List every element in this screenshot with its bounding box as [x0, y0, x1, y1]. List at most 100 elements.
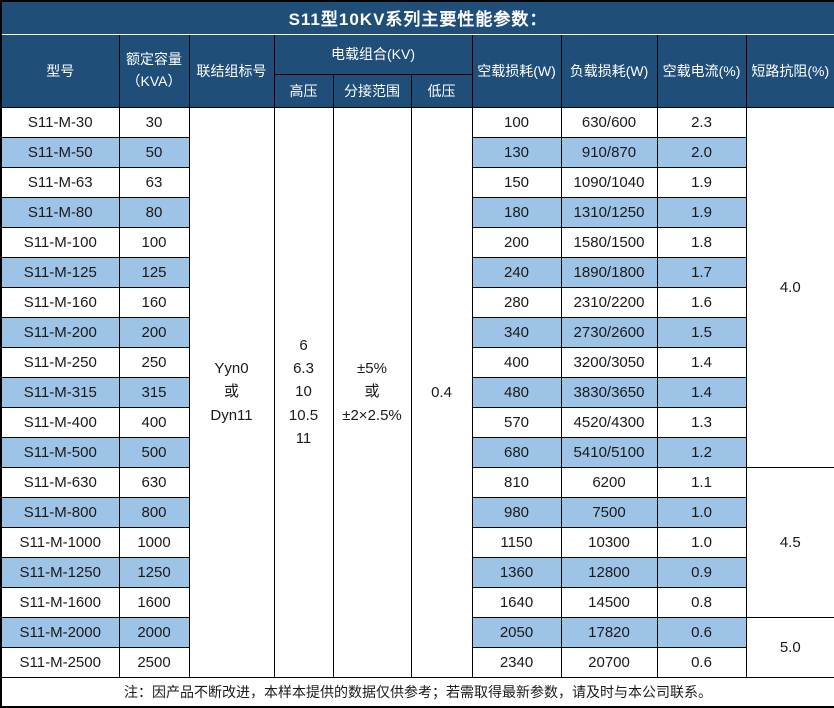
table-row: S11-M-30 30 Yyn0 或 Dyn11 6 6.3 10 10.5 11 ±5…	[0, 106, 834, 678]
load-loss-cell: 5410/5100	[560, 436, 658, 468]
capacity-cell: 630	[118, 466, 190, 498]
no-load-current-cell: 0.9	[656, 556, 747, 588]
capacity-cell: 800	[118, 496, 190, 528]
model-cell: S11-M-315	[0, 376, 120, 408]
impedance-cell: 5.0	[745, 616, 834, 678]
load-loss-cell: 2310/2200	[560, 286, 658, 318]
load-loss-cell: 10300	[560, 526, 658, 558]
impedance-cell: 4.0	[745, 106, 834, 468]
capacity-cell: 500	[118, 436, 190, 468]
table-row: S11-M-800 800 980 7500 1.0	[0, 496, 834, 528]
col-header-capacity: 额定容量 （KVA）	[118, 33, 190, 108]
footer-note: 注：因产品不断改进，本样本提供的数据仅供参考；若需取得最新参数，请及时与本公司联…	[0, 676, 834, 708]
col-header-load-loss: 负载损耗(W)	[560, 33, 658, 108]
connection-group-cell: Yyn0 或 Dyn11	[188, 106, 275, 678]
no-load-loss-cell: 240	[471, 256, 562, 288]
model-cell: S11-M-1000	[0, 526, 120, 558]
capacity-cell: 30	[118, 106, 190, 138]
table-row: S11-M-2500 2500 2340 20700 0.6	[0, 646, 834, 678]
no-load-current-cell: 0.6	[656, 616, 747, 648]
no-load-current-cell: 1.2	[656, 436, 747, 468]
model-cell: S11-M-63	[0, 166, 120, 198]
table-title: S11型10KV系列主要性能参数：	[0, 0, 834, 35]
model-cell: S11-M-100	[0, 226, 120, 258]
no-load-loss-cell: 570	[471, 406, 562, 438]
table-row: S11-M-2000 2000 2050 17820 0.6 5.0	[0, 616, 834, 678]
table-row: S11-M-50 50 130 910/870 2.0	[0, 136, 834, 168]
table-row: S11-M-1600 1600 1640 14500 0.8	[0, 586, 834, 618]
no-load-loss-cell: 150	[471, 166, 562, 198]
load-loss-cell: 14500	[560, 586, 658, 618]
table-row: S11-M-1250 1250 1360 12800 0.9	[0, 556, 834, 588]
no-load-loss-cell: 2340	[471, 646, 562, 678]
col-header-tap-range: 分接范围	[332, 73, 412, 108]
model-cell: S11-M-80	[0, 196, 120, 228]
table-row: S11-M-63 63 150 1090/1040 1.9	[0, 166, 834, 198]
no-load-loss-cell: 1150	[471, 526, 562, 558]
capacity-cell: 80	[118, 196, 190, 228]
load-loss-cell: 12800	[560, 556, 658, 588]
impedance-cell: 4.5	[745, 466, 834, 618]
no-load-loss-cell: 180	[471, 196, 562, 228]
model-cell: S11-M-400	[0, 406, 120, 438]
load-loss-cell: 3200/3050	[560, 346, 658, 378]
no-load-current-cell: 0.8	[656, 586, 747, 618]
capacity-cell: 2000	[118, 616, 190, 648]
no-load-current-cell: 1.3	[656, 406, 747, 438]
load-loss-cell: 1090/1040	[560, 166, 658, 198]
no-load-current-cell: 2.3	[656, 106, 747, 138]
load-loss-cell: 630/600	[560, 106, 658, 138]
no-load-loss-cell: 480	[471, 376, 562, 408]
no-load-current-cell: 1.5	[656, 316, 747, 348]
model-cell: S11-M-200	[0, 316, 120, 348]
model-cell: S11-M-250	[0, 346, 120, 378]
table-row: S11-M-315 315 480 3830/3650 1.4	[0, 376, 834, 408]
no-load-current-cell: 1.1	[656, 466, 747, 498]
header-row-1: 型号 额定容量 （KVA） 联结组标号 电载组合(KV) 空载损耗(W) 负载损…	[0, 33, 834, 108]
model-cell: S11-M-1250	[0, 556, 120, 588]
table-row: S11-M-400 400 570 4520/4300 1.3	[0, 406, 834, 438]
col-header-no-load-loss: 空载损耗(W)	[471, 33, 562, 108]
no-load-current-cell: 1.6	[656, 286, 747, 318]
load-loss-cell: 7500	[560, 496, 658, 528]
load-loss-cell: 4520/4300	[560, 406, 658, 438]
no-load-loss-cell: 1360	[471, 556, 562, 588]
model-cell: S11-M-30	[0, 106, 120, 138]
capacity-cell: 315	[118, 376, 190, 408]
capacity-cell: 400	[118, 406, 190, 438]
no-load-current-cell: 1.7	[656, 256, 747, 288]
no-load-loss-cell: 100	[471, 106, 562, 138]
capacity-cell: 200	[118, 316, 190, 348]
load-loss-cell: 3830/3650	[560, 376, 658, 408]
capacity-cell: 2500	[118, 646, 190, 678]
load-loss-cell: 2730/2600	[560, 316, 658, 348]
footer-row: 注：因产品不断改进，本样本提供的数据仅供参考；若需取得最新参数，请及时与本公司联…	[0, 676, 834, 708]
table-body: S11-M-30 30 Yyn0 或 Dyn11 6 6.3 10 10.5 11 ±5…	[0, 106, 834, 678]
no-load-loss-cell: 340	[471, 316, 562, 348]
model-cell: S11-M-2500	[0, 646, 120, 678]
table-row: S11-M-160 160 280 2310/2200 1.6	[0, 286, 834, 318]
model-cell: S11-M-125	[0, 256, 120, 288]
capacity-cell: 250	[118, 346, 190, 378]
load-loss-cell: 6200	[560, 466, 658, 498]
no-load-loss-cell: 130	[471, 136, 562, 168]
no-load-loss-cell: 2050	[471, 616, 562, 648]
no-load-loss-cell: 680	[471, 436, 562, 468]
model-cell: S11-M-1600	[0, 586, 120, 618]
table-row: S11-M-80 80 180 1310/1250 1.9	[0, 196, 834, 228]
col-header-high-voltage: 高压	[273, 73, 334, 108]
capacity-cell: 100	[118, 226, 190, 258]
no-load-loss-cell: 980	[471, 496, 562, 528]
col-header-impedance: 短路抗阻(%)	[745, 33, 834, 108]
no-load-loss-cell: 810	[471, 466, 562, 498]
tap-range-cell: ±5% 或 ±2×2.5%	[332, 106, 412, 678]
col-header-no-load-current: 空载电流(%)	[656, 33, 747, 108]
no-load-current-cell: 0.6	[656, 646, 747, 678]
load-loss-cell: 1310/1250	[560, 196, 658, 228]
header-row-2: 高压 分接范围 低压	[1, 73, 834, 108]
load-loss-cell: 17820	[560, 616, 658, 648]
load-loss-cell: 1580/1500	[560, 226, 658, 258]
high-voltage-cell: 6 6.3 10 10.5 11	[273, 106, 334, 678]
no-load-loss-cell: 280	[471, 286, 562, 318]
